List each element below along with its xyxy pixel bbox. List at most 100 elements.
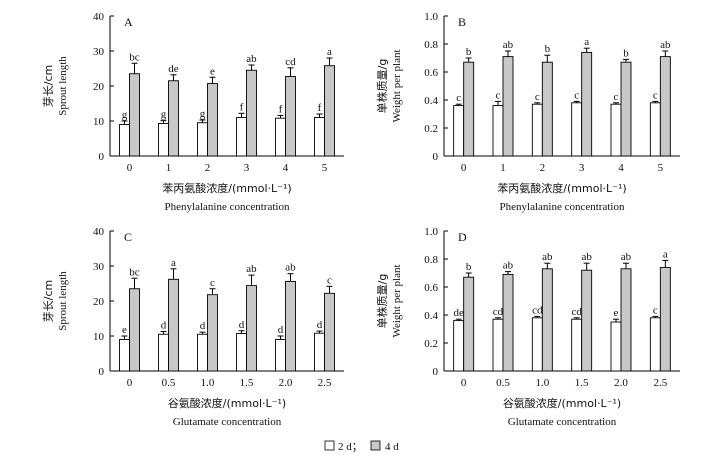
significance-label: a (171, 257, 176, 269)
x-axis-label-en: Phenylalanine concentration (165, 201, 290, 213)
significance-label: cd (571, 306, 582, 318)
significance-label: de (168, 63, 179, 75)
significance-label: f (318, 102, 322, 114)
bar-2d (119, 339, 130, 372)
significance-label: ab (581, 251, 592, 263)
bar-4d (324, 65, 335, 157)
significance-label: c (496, 89, 501, 101)
significance-label: d (200, 320, 206, 332)
panel-letter: C (124, 230, 132, 244)
bar-4d (659, 56, 671, 157)
bar-2d (649, 102, 661, 157)
y-tick-label: 0.4 (424, 310, 438, 322)
x-tick-label: 2 (205, 162, 211, 174)
bar-4d (129, 73, 140, 157)
y-tick-label: 0 (433, 366, 439, 378)
y-axis-label-cn: 单株质量/g (375, 274, 389, 329)
bar-2d (453, 320, 465, 372)
bar-2d (571, 318, 583, 372)
bar-4d (581, 269, 593, 372)
legend-swatch-2d (324, 440, 335, 451)
significance-label: ab (621, 251, 632, 263)
x-tick-label: 2.0 (279, 377, 293, 389)
significance-label: ab (503, 39, 514, 51)
y-tick-label: 1.0 (424, 11, 438, 23)
x-axis-label-cn: 谷氨酸浓度/(mmol·L⁻¹) (503, 396, 621, 410)
panel-letter: B (458, 15, 466, 29)
significance-label: ab (660, 39, 671, 51)
panel-letter: A (124, 15, 133, 29)
x-tick-label: 5 (322, 162, 328, 174)
significance-label: b (466, 46, 472, 58)
panel-d: 0 0.2 0.4 0.6 0.8 1.0 D 单株质量/g Weight per plant 谷… (375, 226, 680, 428)
x-tick-label: 3 (579, 162, 585, 174)
significance-label: b (466, 261, 472, 273)
bar-2d (236, 117, 247, 157)
y-axis-label-cn: 单株质量/g (375, 59, 389, 114)
y-axis-label-en: Weight per plant (391, 49, 403, 122)
significance-label: c (653, 304, 658, 316)
bar-4d (463, 276, 475, 372)
x-tick-label: 2 (540, 162, 546, 174)
x-tick-label: 1 (166, 162, 172, 174)
significance-label: a (327, 46, 332, 58)
bar-4d (207, 294, 218, 372)
x-tick-label: 3 (244, 162, 250, 174)
x-tick-label: 0 (461, 377, 467, 389)
bar-4d (285, 76, 296, 157)
significance-label: c (535, 91, 540, 103)
significance-label: ab (285, 262, 296, 274)
bar-4d (581, 51, 593, 157)
panel-b: 0 0.2 0.4 0.6 0.8 1.0 B 单株质量/g Weight per plant 苯… (375, 11, 680, 213)
significance-label: f (240, 101, 244, 113)
y-tick-label: 20 (93, 296, 105, 308)
x-axis-label-en: Phenylalanine concentration (500, 201, 625, 213)
legend-swatch-4d (370, 440, 381, 451)
x-tick-label: 0.5 (162, 377, 176, 389)
bar-2d (610, 321, 622, 372)
bar-4d (659, 266, 671, 372)
significance-label: cd (285, 56, 296, 68)
x-tick-label: 1.0 (535, 377, 549, 389)
x-axis-label-cn: 谷氨酸浓度/(mmol·L⁻¹) (168, 396, 286, 410)
bar-2d (158, 122, 169, 157)
x-axis-label-cn: 苯丙氨酸浓度/(mmol·L⁻¹) (162, 181, 291, 195)
bar-4d (541, 268, 553, 372)
significance-label: c (574, 89, 579, 101)
x-tick-label: 1.0 (201, 377, 215, 389)
bar-4d (168, 278, 179, 372)
y-axis-label-en: Sprout length (57, 271, 69, 331)
bar-2d (492, 105, 504, 157)
bar-2d (197, 122, 208, 157)
bar-4d (129, 288, 140, 372)
significance-label: g (200, 108, 206, 120)
bar-4d (246, 285, 257, 372)
significance-label: g (122, 109, 128, 121)
y-tick-label: 10 (93, 331, 105, 343)
x-tick-label: 4 (618, 162, 624, 174)
y-tick-label: 0 (99, 366, 105, 378)
significance-label: b (623, 47, 629, 59)
bar-2d (531, 103, 543, 157)
x-tick-label: 2.5 (318, 377, 332, 389)
significance-label: b (545, 43, 551, 55)
significance-label: a (584, 36, 589, 48)
bar-2d (531, 317, 543, 372)
bar-2d (236, 333, 247, 372)
significance-label: cd (493, 306, 504, 318)
significance-label: ab (542, 251, 553, 263)
x-tick-label: 2.5 (653, 377, 667, 389)
significance-label: a (663, 248, 668, 260)
bar-2d (492, 318, 504, 372)
y-axis-label-en: Weight per plant (391, 264, 403, 337)
bar-4d (168, 80, 179, 157)
significance-label: d (161, 319, 167, 331)
significance-label: c (327, 274, 332, 286)
bar-2d (610, 103, 622, 157)
bar-4d (541, 61, 553, 157)
significance-label: cd (532, 304, 543, 316)
y-tick-label: 0.8 (424, 254, 438, 266)
y-axis-label-en: Sprout length (57, 56, 69, 116)
legend-label-2d: 2 d； (338, 441, 363, 453)
